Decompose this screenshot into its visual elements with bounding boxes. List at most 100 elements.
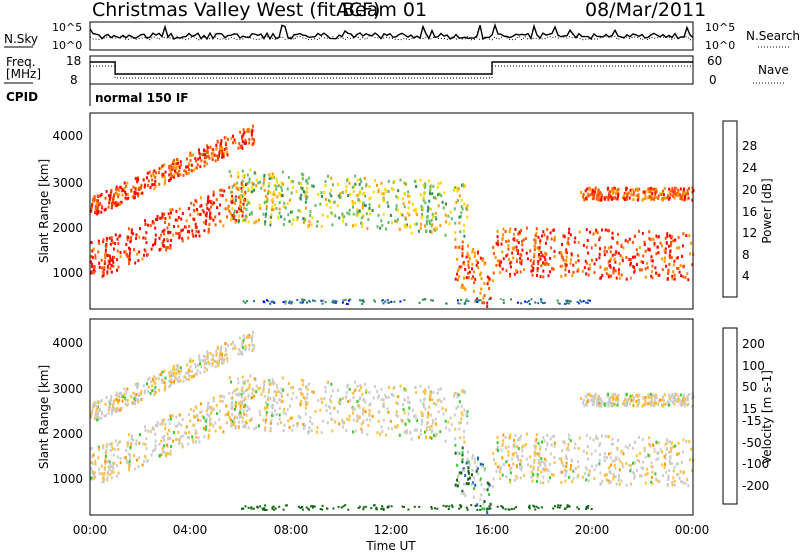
heatmap-cell — [517, 249, 519, 253]
heatmap-cell — [671, 400, 674, 404]
heatmap-cell — [577, 460, 580, 464]
heatmap-cell — [271, 506, 274, 509]
heatmap-cell — [691, 263, 694, 267]
heatmap-cell — [631, 240, 634, 244]
heatmap-cell — [306, 186, 309, 190]
heatmap-cell — [686, 478, 689, 482]
heatmap-cell — [481, 465, 484, 468]
heatmap-cell — [351, 408, 354, 412]
heatmap-cell — [382, 398, 385, 402]
heatmap-cell — [93, 403, 96, 407]
heatmap-cell — [475, 465, 478, 469]
heatmap-cell — [414, 208, 417, 212]
heatmap-cell — [138, 441, 141, 445]
heatmap-cell — [370, 507, 373, 510]
heatmap-cell — [649, 186, 652, 190]
heatmap-cell — [670, 462, 673, 466]
heatmap-cell — [362, 201, 365, 205]
heatmap-cell — [110, 258, 113, 262]
heatmap-cell — [651, 482, 654, 486]
heatmap-cell — [125, 390, 128, 394]
heatmap-cell — [163, 232, 166, 236]
heatmap-cell — [395, 195, 398, 199]
heatmap-cell — [687, 402, 690, 406]
heatmap-cell — [230, 422, 233, 426]
heatmap-cell — [379, 432, 382, 436]
heatmap-cell — [632, 198, 635, 201]
heatmap-cell — [499, 477, 502, 481]
heatmap-cell — [407, 396, 410, 400]
heatmap-cell — [573, 240, 576, 244]
heatmap-cell — [566, 447, 569, 451]
heatmap-cell — [569, 261, 572, 265]
heatmap-cell — [198, 151, 201, 155]
time-axis: 00:00 04:00 08:00 12:00 16:00 20:00 00:0… — [73, 523, 710, 553]
heatmap-cell — [617, 400, 619, 404]
heatmap-cell — [597, 404, 600, 408]
heatmap-cell — [199, 165, 202, 169]
heatmap-cell — [110, 411, 113, 415]
heatmap-cell — [219, 141, 222, 145]
heatmap-cell — [104, 460, 107, 464]
xtick-0000: 00:00 — [73, 523, 108, 537]
heatmap-cell — [282, 411, 285, 415]
heatmap-cell — [112, 466, 115, 470]
heatmap-cell — [283, 217, 286, 221]
heatmap-cell — [667, 272, 670, 275]
heatmap-cell — [476, 503, 479, 507]
heatmap-cell — [181, 228, 184, 232]
heatmap-cell — [380, 192, 383, 196]
heatmap-cell — [621, 462, 624, 466]
heatmap-cell — [133, 248, 135, 252]
heatmap-cell — [199, 371, 202, 375]
heatmap-cell — [340, 506, 343, 509]
heatmap-cell — [568, 475, 571, 479]
heatmap-cell — [501, 506, 504, 509]
heatmap-cell — [664, 247, 667, 251]
heatmap-cell — [691, 392, 694, 396]
heatmap-cell — [607, 481, 610, 485]
heatmap-cell — [538, 248, 541, 252]
heatmap-cell — [109, 194, 112, 198]
heatmap-cell — [434, 417, 437, 421]
heatmap-cell — [683, 397, 686, 401]
heatmap-cell — [288, 300, 291, 303]
heatmap-cell — [235, 392, 238, 396]
heatmap-cell — [475, 259, 478, 263]
heatmap-cell — [444, 408, 447, 412]
heatmap-cell — [466, 215, 469, 219]
heatmap-cell — [401, 197, 404, 201]
heatmap-cell — [144, 442, 147, 446]
heatmap-cell — [351, 391, 354, 395]
heatmap-cell — [105, 448, 108, 452]
heatmap-cell — [137, 194, 140, 198]
heatmap-cell — [509, 261, 512, 265]
heatmap-cell — [542, 275, 545, 279]
heatmap-cell — [632, 404, 635, 407]
heatmap-cell — [295, 396, 298, 400]
heatmap-cell — [644, 192, 647, 196]
heatmap-cell — [237, 401, 240, 405]
heatmap-cell — [397, 196, 399, 200]
heatmap-cell — [643, 396, 646, 400]
heatmap-cell — [97, 456, 100, 460]
heatmap-cell — [97, 203, 100, 207]
heatmap-cell — [126, 197, 128, 201]
heatmap-cell — [438, 398, 441, 402]
heatmap-cell — [239, 351, 242, 355]
heatmap-cell — [187, 236, 190, 240]
heatmap-cell — [591, 394, 594, 398]
heatmap-cell — [657, 235, 660, 239]
heatmap-cell — [664, 442, 667, 446]
heatmap-cell — [685, 440, 688, 444]
heatmap-cell — [216, 345, 219, 349]
heatmap-cell — [136, 458, 138, 462]
heatmap-cell — [189, 419, 192, 423]
heatmap-cell — [123, 387, 126, 391]
power-ytick-1000: 1000 — [52, 266, 83, 280]
heatmap-cell — [223, 353, 226, 357]
heatmap-cell — [502, 233, 505, 237]
heatmap-cell — [600, 276, 602, 280]
heatmap-cell — [267, 189, 270, 193]
heatmap-cell — [445, 505, 448, 508]
